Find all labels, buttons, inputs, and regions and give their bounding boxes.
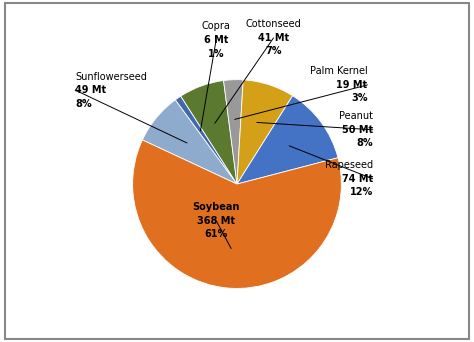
Text: Palm Kernel: Palm Kernel <box>310 66 367 76</box>
Text: Cottonseed: Cottonseed <box>246 19 301 29</box>
Text: Peanut: Peanut <box>339 111 373 121</box>
Text: Rapeseed: Rapeseed <box>325 160 373 170</box>
Text: Copra: Copra <box>202 22 230 31</box>
Text: 6 Mt: 6 Mt <box>204 35 228 45</box>
Wedge shape <box>224 80 243 184</box>
Wedge shape <box>175 96 237 184</box>
Wedge shape <box>181 80 237 184</box>
Text: 368 Mt: 368 Mt <box>197 215 235 226</box>
Text: 49 Mt: 49 Mt <box>75 85 106 95</box>
Text: 50 Mt: 50 Mt <box>342 125 373 135</box>
Wedge shape <box>142 100 237 184</box>
Wedge shape <box>237 96 338 184</box>
Text: 74 Mt: 74 Mt <box>342 174 373 184</box>
Text: 12%: 12% <box>349 187 373 197</box>
Text: 41 Mt: 41 Mt <box>258 33 289 43</box>
Text: 3%: 3% <box>351 93 367 104</box>
Text: 7%: 7% <box>265 47 282 56</box>
Text: 1%: 1% <box>208 49 224 58</box>
Wedge shape <box>237 80 292 184</box>
Text: 19 Mt: 19 Mt <box>337 80 367 90</box>
Text: 8%: 8% <box>356 139 373 148</box>
Text: Soybean: Soybean <box>192 202 240 212</box>
Text: Sunflowerseed: Sunflowerseed <box>75 71 147 81</box>
Text: 8%: 8% <box>75 99 92 109</box>
Wedge shape <box>133 140 341 288</box>
Text: 61%: 61% <box>204 229 228 239</box>
